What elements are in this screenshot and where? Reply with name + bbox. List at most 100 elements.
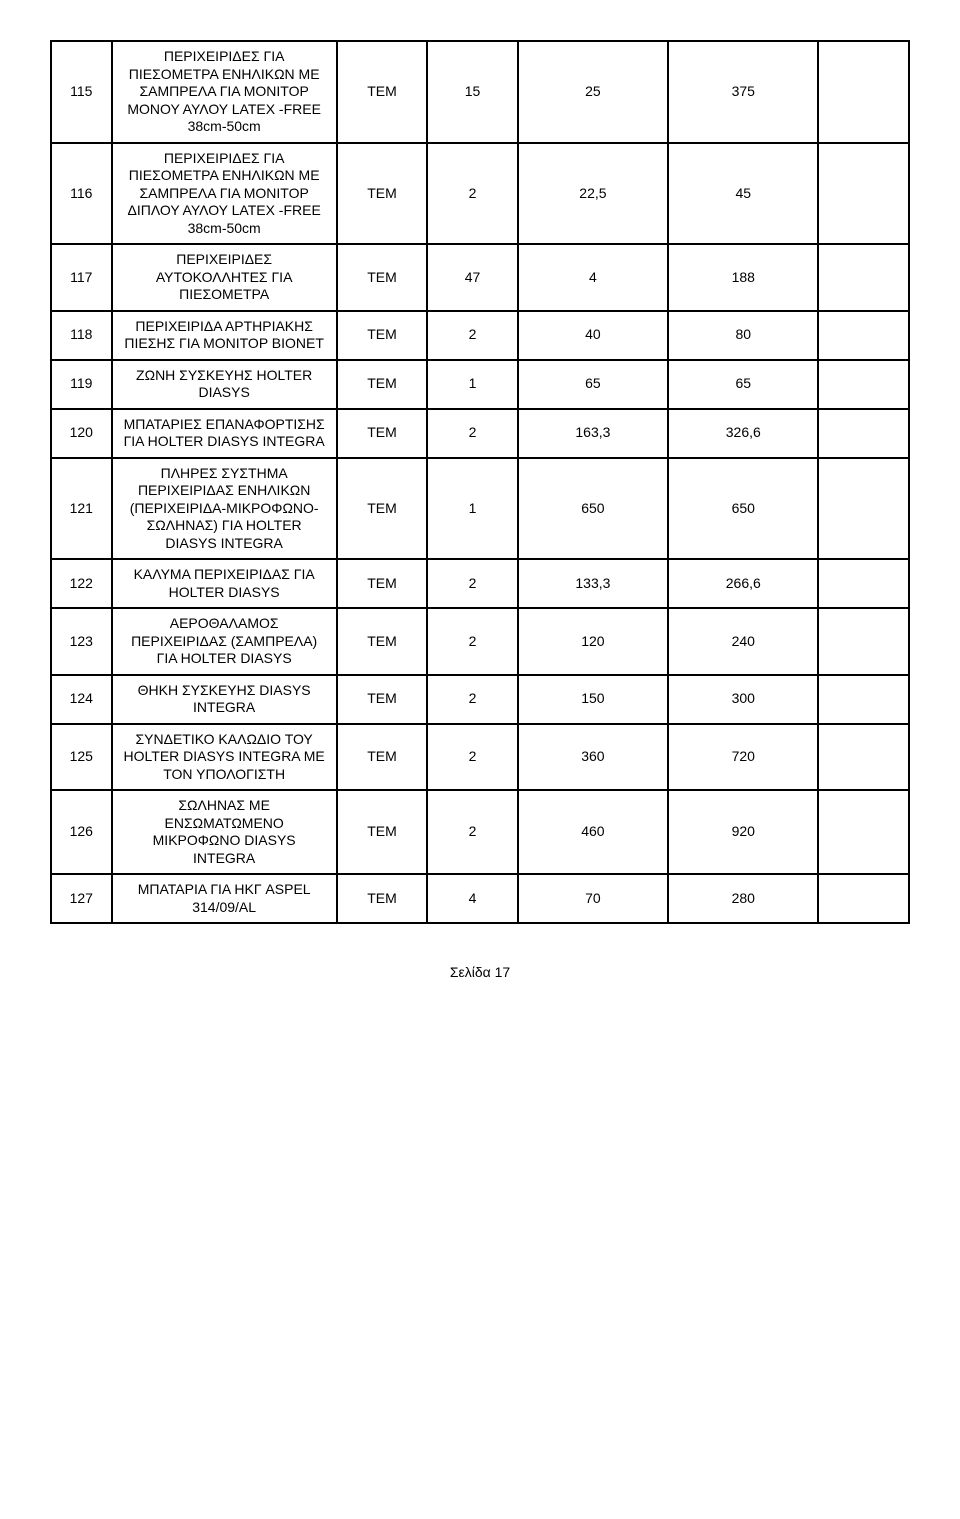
row-unit: TEM <box>337 311 428 360</box>
row-number: 116 <box>51 143 112 245</box>
row-unit: TEM <box>337 244 428 311</box>
row-price: 40 <box>518 311 668 360</box>
row-qty: 2 <box>427 790 518 874</box>
data-table: 115ΠΕΡΙΧΕΙΡΙΔΕΣ ΓΙΑ ΠΙΕΣΟΜΕΤΡΑ ΕΝΗΛΙΚΩΝ … <box>50 40 910 924</box>
row-total: 720 <box>668 724 818 791</box>
row-unit: TEM <box>337 409 428 458</box>
row-blank <box>818 874 909 923</box>
row-qty: 2 <box>427 409 518 458</box>
row-blank <box>818 311 909 360</box>
row-total: 80 <box>668 311 818 360</box>
table-row: 119ΖΩΝΗ ΣΥΣΚΕΥΗΣ HOLTER DIASYSTEM16565 <box>51 360 909 409</box>
row-unit: TEM <box>337 675 428 724</box>
row-blank <box>818 244 909 311</box>
row-description: ΖΩΝΗ ΣΥΣΚΕΥΗΣ HOLTER DIASYS <box>112 360 337 409</box>
row-total: 300 <box>668 675 818 724</box>
table-row: 123ΑΕΡΟΘΑΛΑΜΟΣ ΠΕΡΙΧΕΙΡΙΔΑΣ (ΣΑΜΠΡΕΛΑ) Γ… <box>51 608 909 675</box>
row-number: 115 <box>51 41 112 143</box>
row-qty: 2 <box>427 608 518 675</box>
row-total: 326,6 <box>668 409 818 458</box>
row-qty: 2 <box>427 143 518 245</box>
row-price: 65 <box>518 360 668 409</box>
row-total: 375 <box>668 41 818 143</box>
row-price: 25 <box>518 41 668 143</box>
table-row: 116ΠΕΡΙΧΕΙΡΙΔΕΣ ΓΙΑ ΠΙΕΣΟΜΕΤΡΑ ΕΝΗΛΙΚΩΝ … <box>51 143 909 245</box>
row-unit: TEM <box>337 143 428 245</box>
row-description: ΘΗΚΗ ΣΥΣΚΕΥΗΣ DIASYS INTEGRA <box>112 675 337 724</box>
row-total: 650 <box>668 458 818 560</box>
table-row: 124ΘΗΚΗ ΣΥΣΚΕΥΗΣ DIASYS INTEGRATEM215030… <box>51 675 909 724</box>
row-price: 150 <box>518 675 668 724</box>
row-number: 124 <box>51 675 112 724</box>
row-number: 117 <box>51 244 112 311</box>
row-blank <box>818 675 909 724</box>
row-qty: 1 <box>427 360 518 409</box>
row-price: 70 <box>518 874 668 923</box>
row-total: 65 <box>668 360 818 409</box>
table-row: 121ΠΛΗΡΕΣ ΣΥΣΤΗΜΑ ΠΕΡΙΧΕΙΡΙΔΑΣ ΕΝΗΛΙΚΩΝ … <box>51 458 909 560</box>
row-unit: TEM <box>337 559 428 608</box>
row-description: ΜΠΑΤΑΡΙΕΣ ΕΠΑΝΑΦΟΡΤΙΣΗΣ ΓΙΑ HOLTER DIASY… <box>112 409 337 458</box>
row-total: 188 <box>668 244 818 311</box>
row-unit: TEM <box>337 360 428 409</box>
row-price: 4 <box>518 244 668 311</box>
row-qty: 2 <box>427 675 518 724</box>
row-price: 133,3 <box>518 559 668 608</box>
row-number: 125 <box>51 724 112 791</box>
row-number: 126 <box>51 790 112 874</box>
row-price: 22,5 <box>518 143 668 245</box>
row-number: 118 <box>51 311 112 360</box>
row-total: 280 <box>668 874 818 923</box>
row-total: 45 <box>668 143 818 245</box>
row-qty: 2 <box>427 311 518 360</box>
table-row: 126ΣΩΛΗΝΑΣ ΜΕ ΕΝΣΩΜΑΤΩΜΕΝΟ ΜΙΚΡΟΦΩΝΟ DIA… <box>51 790 909 874</box>
row-number: 121 <box>51 458 112 560</box>
row-total: 920 <box>668 790 818 874</box>
row-blank <box>818 608 909 675</box>
row-unit: TEM <box>337 458 428 560</box>
row-description: ΠΕΡΙΧΕΙΡΙΔΕΣ ΑΥΤΟΚΟΛΛΗΤΕΣ ΓΙΑ ΠΙΕΣΟΜΕΤΡΑ <box>112 244 337 311</box>
row-price: 460 <box>518 790 668 874</box>
row-blank <box>818 724 909 791</box>
row-total: 240 <box>668 608 818 675</box>
table-row: 115ΠΕΡΙΧΕΙΡΙΔΕΣ ΓΙΑ ΠΙΕΣΟΜΕΤΡΑ ΕΝΗΛΙΚΩΝ … <box>51 41 909 143</box>
row-description: ΠΛΗΡΕΣ ΣΥΣΤΗΜΑ ΠΕΡΙΧΕΙΡΙΔΑΣ ΕΝΗΛΙΚΩΝ (ΠΕ… <box>112 458 337 560</box>
row-qty: 2 <box>427 559 518 608</box>
row-price: 120 <box>518 608 668 675</box>
row-unit: TEM <box>337 790 428 874</box>
table-row: 127ΜΠΑΤΑΡΙΑ ΓΙΑ ΗΚΓ ASPEL 314/09/ALTEM47… <box>51 874 909 923</box>
row-description: ΣΥΝΔΕΤΙΚΟ ΚΑΛΩΔΙΟ ΤΟΥ HOLTER DIASYS INTE… <box>112 724 337 791</box>
row-price: 163,3 <box>518 409 668 458</box>
row-qty: 15 <box>427 41 518 143</box>
row-unit: TEM <box>337 724 428 791</box>
row-number: 120 <box>51 409 112 458</box>
row-blank <box>818 360 909 409</box>
row-blank <box>818 409 909 458</box>
row-unit: TEM <box>337 41 428 143</box>
row-blank <box>818 41 909 143</box>
row-qty: 4 <box>427 874 518 923</box>
row-description: ΠΕΡΙΧΕΙΡΙΔΕΣ ΓΙΑ ΠΙΕΣΟΜΕΤΡΑ ΕΝΗΛΙΚΩΝ ΜΕ … <box>112 143 337 245</box>
row-description: ΑΕΡΟΘΑΛΑΜΟΣ ΠΕΡΙΧΕΙΡΙΔΑΣ (ΣΑΜΠΡΕΛΑ) ΓΙΑ … <box>112 608 337 675</box>
row-description: ΚΑΛΥΜΑ ΠΕΡΙΧΕΙΡΙΔΑΣ ΓΙΑ HOLTER DIASYS <box>112 559 337 608</box>
row-unit: TEM <box>337 874 428 923</box>
row-number: 119 <box>51 360 112 409</box>
table-row: 120ΜΠΑΤΑΡΙΕΣ ΕΠΑΝΑΦΟΡΤΙΣΗΣ ΓΙΑ HOLTER DI… <box>51 409 909 458</box>
row-qty: 1 <box>427 458 518 560</box>
row-total: 266,6 <box>668 559 818 608</box>
table-row: 117ΠΕΡΙΧΕΙΡΙΔΕΣ ΑΥΤΟΚΟΛΛΗΤΕΣ ΓΙΑ ΠΙΕΣΟΜΕ… <box>51 244 909 311</box>
row-number: 122 <box>51 559 112 608</box>
row-description: ΜΠΑΤΑΡΙΑ ΓΙΑ ΗΚΓ ASPEL 314/09/AL <box>112 874 337 923</box>
row-blank <box>818 143 909 245</box>
page-footer: Σελίδα 17 <box>50 964 910 980</box>
table-row: 118ΠΕΡΙΧΕΙΡΙΔΑ ΑΡΤΗΡΙΑΚΗΣ ΠΙΕΣΗΣ ΓΙΑ ΜΟΝ… <box>51 311 909 360</box>
table-row: 122ΚΑΛΥΜΑ ΠΕΡΙΧΕΙΡΙΔΑΣ ΓΙΑ HOLTER DIASYS… <box>51 559 909 608</box>
row-price: 360 <box>518 724 668 791</box>
row-number: 127 <box>51 874 112 923</box>
row-number: 123 <box>51 608 112 675</box>
table-row: 125ΣΥΝΔΕΤΙΚΟ ΚΑΛΩΔΙΟ ΤΟΥ HOLTER DIASYS I… <box>51 724 909 791</box>
row-description: ΠΕΡΙΧΕΙΡΙΔΕΣ ΓΙΑ ΠΙΕΣΟΜΕΤΡΑ ΕΝΗΛΙΚΩΝ ΜΕ … <box>112 41 337 143</box>
row-qty: 2 <box>427 724 518 791</box>
row-blank <box>818 458 909 560</box>
row-unit: TEM <box>337 608 428 675</box>
